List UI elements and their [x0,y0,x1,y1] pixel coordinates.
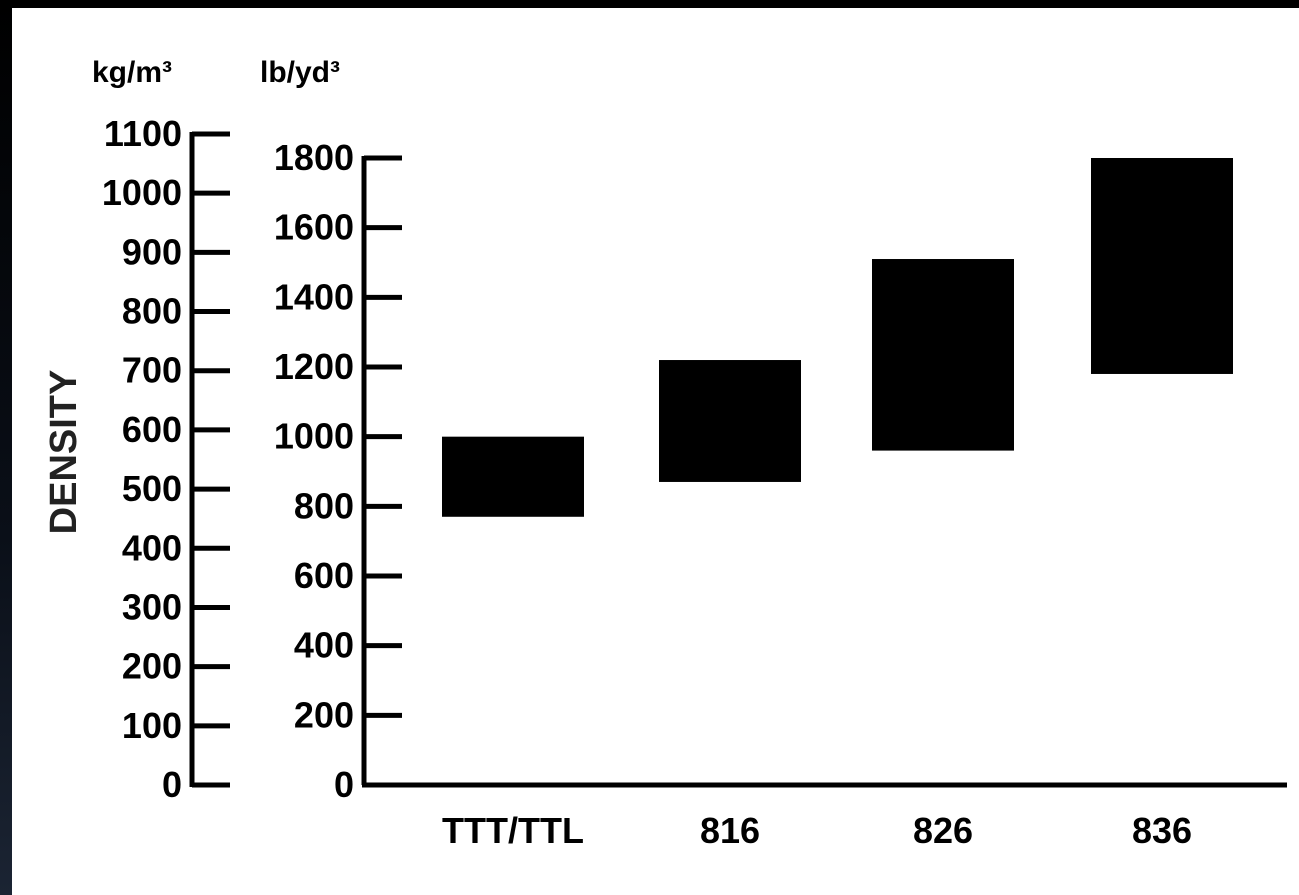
imperial-unit-label: lb/yd³ [260,56,340,89]
range-bar-836 [1091,158,1233,374]
metric-tick-label: 700 [122,350,182,391]
range-bars [442,158,1233,517]
range-bar-ttt-ttl [442,436,584,517]
metric-tick-label: 200 [122,646,182,687]
metric-unit-label: kg/m³ [92,56,172,89]
metric-tick-label: 500 [122,468,182,509]
metric-tick-label: 100 [122,705,182,746]
chart-panel [12,8,1299,895]
imperial-tick-label: 1200 [274,346,354,387]
imperial-tick-label: 0 [334,764,354,805]
metric-tick-label: 300 [122,586,182,627]
range-bar-826 [872,259,1014,451]
imperial-tick-label: 1800 [274,137,354,178]
metric-tick-label: 0 [162,764,182,805]
range-bar-816 [659,360,801,482]
metric-axis: 0 100 200 300 400 500 600 700 800 900 1000 1100 [102,113,230,805]
imperial-tick-label: 400 [294,625,354,666]
imperial-tick-label: 1600 [274,207,354,248]
y-axis-label: DENSITY [43,370,85,535]
category-label: 826 [913,810,973,851]
metric-tick-label: 600 [122,409,182,450]
imperial-tick-label: 1400 [274,276,354,317]
metric-tick-label: 1100 [104,113,182,154]
imperial-tick-label: 600 [294,555,354,596]
category-label: TTT/TTL [442,810,584,851]
metric-tick-label: 1000 [102,172,182,213]
imperial-tick-label: 200 [294,694,354,735]
metric-tick-label: 800 [122,291,182,332]
category-label: 836 [1132,810,1192,851]
imperial-tick-label: 1000 [274,416,354,457]
imperial-tick-label: 800 [294,485,354,526]
category-labels: TTT/TTL 816 826 836 [442,810,1192,851]
imperial-axis: 0 200 400 600 800 1000 1200 1400 1600 1800 [274,137,1287,805]
category-label: 816 [700,810,760,851]
metric-tick-label: 400 [122,527,182,568]
metric-tick-label: 900 [122,231,182,272]
